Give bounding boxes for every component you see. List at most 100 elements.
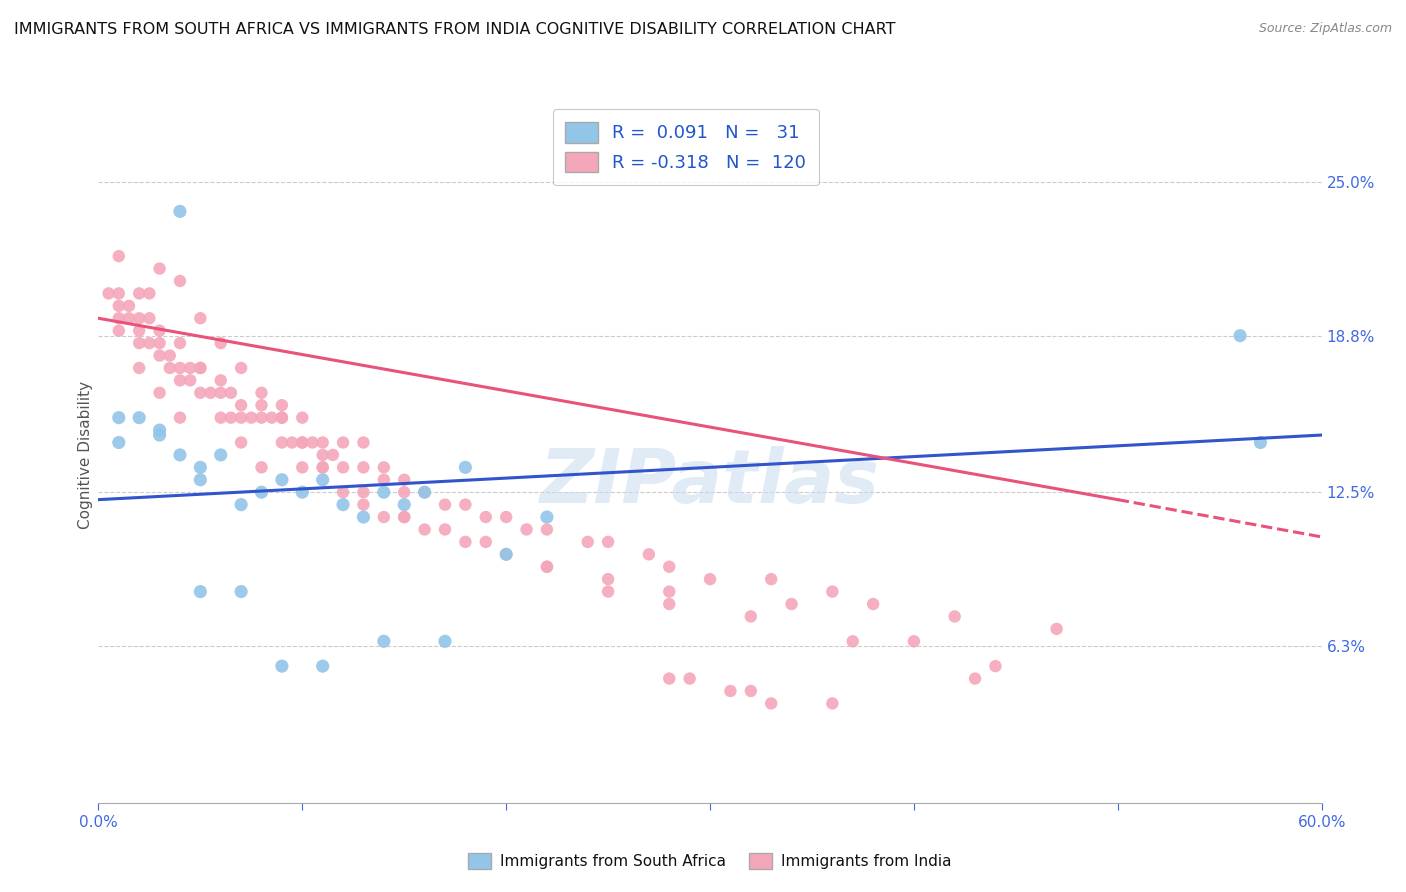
Point <box>270 398 294 412</box>
Point <box>536 559 558 574</box>
Point <box>291 410 314 425</box>
Point <box>373 460 395 475</box>
Point <box>108 435 131 450</box>
Point <box>250 485 273 500</box>
Point <box>434 498 457 512</box>
Point <box>454 535 477 549</box>
Point <box>149 349 172 363</box>
Point <box>270 410 294 425</box>
Point <box>188 361 212 376</box>
Point <box>322 448 344 462</box>
Point <box>108 249 131 263</box>
Point <box>270 659 294 673</box>
Point <box>231 498 253 512</box>
Point <box>474 510 498 524</box>
Point <box>188 361 212 376</box>
Point <box>149 261 172 276</box>
Point <box>965 672 987 686</box>
Point <box>312 448 335 462</box>
Point <box>231 584 253 599</box>
Point <box>188 385 212 400</box>
Point <box>434 523 457 537</box>
Point <box>598 572 620 586</box>
Text: Source: ZipAtlas.com: Source: ZipAtlas.com <box>1258 22 1392 36</box>
Point <box>352 435 374 450</box>
Point <box>291 460 314 475</box>
Point <box>188 473 212 487</box>
Point <box>128 311 150 326</box>
Point <box>209 448 232 462</box>
Point <box>260 410 283 425</box>
Point <box>862 597 884 611</box>
Point <box>332 485 354 500</box>
Point <box>903 634 925 648</box>
Point <box>312 460 335 475</box>
Point <box>373 510 395 524</box>
Point <box>250 410 273 425</box>
Point <box>108 286 131 301</box>
Point <box>149 324 172 338</box>
Point <box>250 398 273 412</box>
Point <box>454 460 477 475</box>
Point <box>392 485 416 500</box>
Point <box>169 336 191 351</box>
Point <box>169 373 191 387</box>
Y-axis label: Cognitive Disability: Cognitive Disability <box>77 381 93 529</box>
Point <box>200 385 222 400</box>
Point <box>536 510 558 524</box>
Point <box>128 324 150 338</box>
Point <box>658 559 681 574</box>
Point <box>291 435 314 450</box>
Point <box>149 423 172 437</box>
Point <box>740 684 762 698</box>
Point <box>250 460 273 475</box>
Point <box>128 410 150 425</box>
Point <box>149 336 172 351</box>
Point <box>1249 435 1271 450</box>
Point <box>169 361 191 376</box>
Point <box>128 361 150 376</box>
Point <box>392 510 416 524</box>
Point <box>413 523 436 537</box>
Point <box>159 349 181 363</box>
Point <box>495 547 517 561</box>
Point <box>780 597 803 611</box>
Point <box>270 410 294 425</box>
Point <box>118 299 141 313</box>
Point <box>454 498 477 512</box>
Point <box>658 584 681 599</box>
Point <box>97 286 120 301</box>
Point <box>841 634 863 648</box>
Point <box>352 498 374 512</box>
Point <box>250 385 273 400</box>
Point <box>138 311 160 326</box>
Point <box>219 385 242 400</box>
Point <box>434 634 457 648</box>
Point <box>281 435 304 450</box>
Point <box>118 311 141 326</box>
Point <box>108 410 131 425</box>
Point <box>598 535 620 549</box>
Text: IMMIGRANTS FROM SOUTH AFRICA VS IMMIGRANTS FROM INDIA COGNITIVE DISABILITY CORRE: IMMIGRANTS FROM SOUTH AFRICA VS IMMIGRAN… <box>14 22 896 37</box>
Point <box>301 435 323 450</box>
Point <box>392 510 416 524</box>
Point <box>598 584 620 599</box>
Point <box>270 435 294 450</box>
Point <box>373 473 395 487</box>
Point <box>179 373 201 387</box>
Point <box>159 361 181 376</box>
Point <box>108 324 131 338</box>
Point <box>138 336 160 351</box>
Point <box>332 498 354 512</box>
Point <box>352 510 374 524</box>
Point <box>332 435 354 450</box>
Point <box>658 672 681 686</box>
Point <box>188 311 212 326</box>
Point <box>169 448 191 462</box>
Point <box>576 535 599 549</box>
Point <box>138 286 160 301</box>
Point <box>332 460 354 475</box>
Point <box>108 311 131 326</box>
Point <box>679 672 702 686</box>
Point <box>761 572 783 586</box>
